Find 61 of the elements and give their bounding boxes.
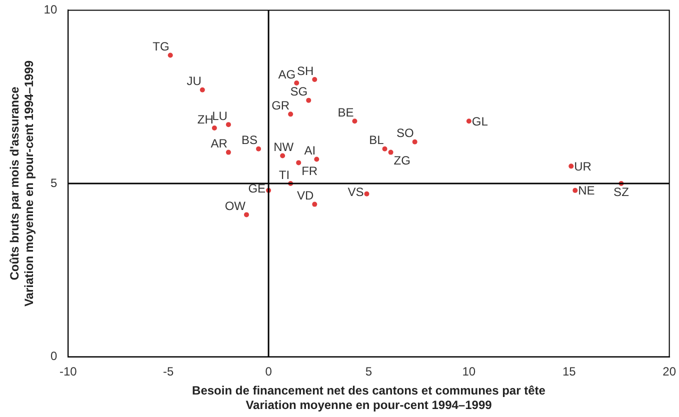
annotation: LU bbox=[212, 108, 228, 123]
annotation: JU bbox=[186, 74, 202, 88]
annotation: AI bbox=[304, 144, 316, 158]
annotation: AR bbox=[210, 136, 228, 151]
annotation: GE bbox=[248, 182, 266, 196]
point bbox=[306, 98, 312, 103]
point bbox=[288, 112, 294, 117]
annotation: TI bbox=[278, 168, 290, 182]
y-axis-title: Coûts bruts par mois d'assurance Variation moyenne en pour-cent 1994–1999 bbox=[8, 60, 36, 307]
point bbox=[388, 150, 394, 155]
point bbox=[256, 146, 262, 152]
annotation: VS bbox=[348, 185, 364, 200]
annotation: OW bbox=[224, 199, 246, 214]
annotation: TG bbox=[152, 40, 170, 54]
annotation: BL bbox=[369, 133, 384, 148]
point bbox=[364, 191, 370, 196]
point bbox=[244, 212, 249, 218]
annotation: GR bbox=[272, 98, 290, 112]
annotation: UR bbox=[574, 159, 592, 174]
x-tick-label: -5 bbox=[163, 364, 174, 378]
point bbox=[572, 188, 578, 193]
annotation: VD bbox=[296, 188, 314, 203]
annotation: ZH bbox=[197, 112, 214, 126]
point bbox=[280, 153, 286, 158]
annotation: FR bbox=[302, 164, 318, 178]
annotation: SG bbox=[290, 84, 308, 99]
x-tick-label: 5 bbox=[365, 364, 372, 378]
point bbox=[352, 118, 358, 124]
annotation: GL bbox=[472, 114, 488, 128]
point bbox=[168, 52, 173, 58]
x-tick-label: 10 bbox=[462, 364, 476, 378]
y-tick-label: 5 bbox=[50, 176, 58, 190]
x-tick-label: 15 bbox=[562, 364, 576, 378]
annotation: SH bbox=[296, 64, 314, 78]
y-tick-label: 10 bbox=[44, 2, 58, 17]
annotation: ZG bbox=[394, 154, 410, 168]
point bbox=[312, 202, 318, 207]
point bbox=[466, 118, 472, 124]
y-tick-label: 0 bbox=[50, 349, 58, 364]
x-axis-title: Besoin de financement net des cantons et communes par tête Variation moyenne en pour-cent 1994–1999 bbox=[192, 384, 546, 412]
x-tick-label: 0 bbox=[265, 364, 272, 378]
annotation: SZ bbox=[614, 184, 629, 199]
annotation: BE bbox=[338, 105, 354, 120]
annotation: NE bbox=[578, 184, 595, 198]
point bbox=[382, 146, 388, 152]
x-tick-label: -10 bbox=[59, 364, 78, 378]
point bbox=[226, 122, 231, 128]
point bbox=[412, 139, 418, 144]
annotation: BS bbox=[242, 133, 258, 148]
annotation: AG bbox=[278, 67, 296, 82]
annotation: SO bbox=[396, 126, 414, 140]
point bbox=[294, 80, 300, 86]
annotation: NW bbox=[274, 140, 294, 154]
x-tick-label: 20 bbox=[662, 364, 676, 378]
point bbox=[212, 126, 217, 131]
point bbox=[226, 150, 231, 155]
point bbox=[568, 164, 574, 169]
point bbox=[296, 160, 302, 166]
point bbox=[200, 87, 205, 92]
point bbox=[312, 77, 318, 82]
point bbox=[314, 156, 320, 162]
